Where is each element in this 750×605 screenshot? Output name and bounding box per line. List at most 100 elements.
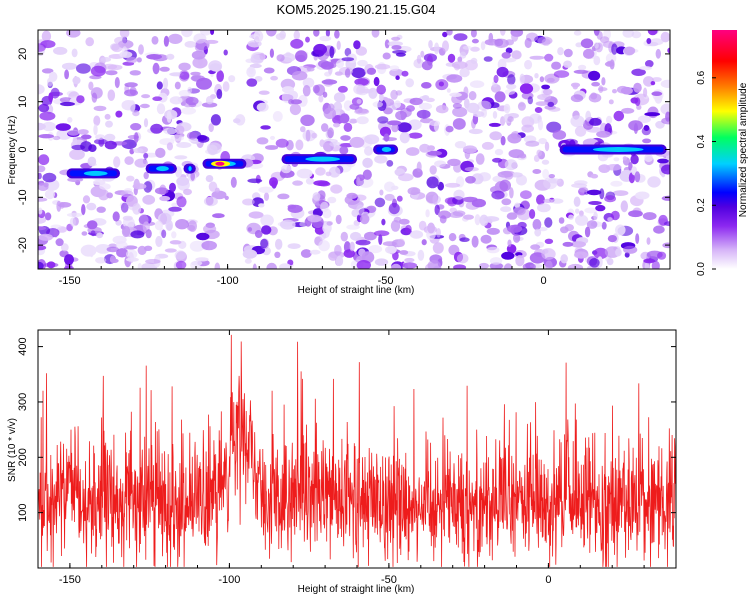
spectrogram-x-axis-label: Height of straight line (km) [298, 285, 415, 296]
noise-blob [203, 196, 218, 207]
noise-blob [129, 70, 141, 76]
noise-blob [104, 133, 116, 142]
noise-blob [615, 224, 626, 236]
noise-blob [170, 134, 184, 142]
noise-blob [330, 184, 343, 194]
noise-blob [610, 210, 620, 221]
noise-blob [176, 196, 187, 208]
noise-blob [42, 121, 56, 132]
noise-blob [246, 78, 258, 87]
noise-blob [628, 120, 643, 131]
noise-blob [651, 260, 660, 269]
noise-blob [386, 160, 394, 167]
noise-blob [305, 177, 315, 185]
noise-blob [336, 59, 344, 69]
noise-blob [520, 190, 532, 200]
noise-blob [266, 30, 277, 37]
noise-blob [397, 238, 405, 247]
noise-blob [574, 180, 588, 186]
noise-blob [179, 71, 190, 80]
noise-blob [391, 36, 401, 41]
noise-blob [536, 149, 542, 157]
noise-blob [261, 225, 272, 235]
noise-blob [493, 74, 499, 84]
noise-blob [287, 204, 303, 213]
noise-blob [320, 201, 329, 213]
noise-blob [242, 198, 255, 206]
noise-blob [628, 210, 643, 218]
noise-blob [351, 67, 366, 79]
noise-blob [667, 47, 670, 54]
signal-peak [305, 156, 341, 162]
noise-blob [93, 105, 107, 112]
noise-blob [630, 154, 639, 165]
noise-blob [542, 168, 550, 180]
noise-blob [61, 62, 78, 70]
noise-blob [637, 115, 652, 123]
noise-blob [107, 89, 116, 101]
noise-blob [137, 263, 142, 269]
noise-blob [387, 41, 403, 47]
noise-blob [387, 120, 402, 126]
noise-blob [247, 178, 263, 184]
noise-blob [451, 61, 468, 69]
noise-blob [496, 66, 509, 78]
noise-blob [492, 111, 498, 119]
spectrogram-y-axis-label: Frequency (Hz) [7, 116, 18, 185]
noise-blob [521, 124, 534, 133]
noise-blob [130, 230, 145, 239]
noise-blob [615, 248, 622, 257]
noise-blob [405, 78, 415, 88]
noise-blob [38, 122, 46, 131]
noise-blob [534, 73, 539, 79]
noise-blob [124, 82, 138, 88]
signal-peak [381, 147, 392, 152]
noise-blob [82, 195, 91, 204]
noise-blob [137, 245, 147, 255]
noise-blob [233, 118, 241, 124]
noise-blob [265, 145, 279, 150]
noise-blob [541, 248, 556, 260]
noise-blob [328, 166, 341, 178]
noise-blob [511, 32, 519, 42]
noise-blob [452, 118, 466, 130]
noise-blob [507, 239, 512, 248]
noise-blob [622, 156, 628, 161]
noise-blob [64, 265, 74, 269]
noise-blob [398, 173, 414, 182]
noise-blob [38, 154, 50, 166]
noise-blob [362, 169, 372, 180]
noise-blob [635, 233, 640, 245]
noise-blob [473, 111, 485, 118]
noise-blob [401, 70, 409, 77]
noise-blob [320, 61, 334, 70]
noise-blob [195, 257, 209, 262]
noise-blob [318, 95, 324, 103]
y-tick-label: 0 [17, 146, 29, 152]
noise-blob [477, 100, 492, 111]
noise-blob [459, 51, 467, 59]
noise-blob [275, 238, 283, 250]
noise-blob [613, 157, 620, 162]
noise-blob [269, 48, 274, 58]
noise-blob [298, 94, 308, 107]
noise-blob [446, 88, 451, 93]
noise-blob [384, 39, 390, 49]
noise-blob [364, 146, 373, 156]
noise-blob [544, 238, 554, 244]
noise-blob [60, 243, 69, 252]
noise-blob [46, 261, 56, 269]
noise-blob [591, 81, 600, 87]
noise-blob [94, 138, 108, 145]
noise-blob [247, 227, 253, 232]
noise-blob [169, 240, 182, 245]
noise-blob [114, 36, 127, 45]
noise-blob [242, 249, 258, 259]
noise-blob [644, 262, 650, 269]
noise-blob [122, 215, 133, 221]
noise-blob [222, 81, 230, 92]
noise-blob [573, 251, 589, 259]
noise-blob [319, 35, 332, 42]
noise-blob [166, 111, 172, 123]
noise-blob [224, 195, 229, 200]
